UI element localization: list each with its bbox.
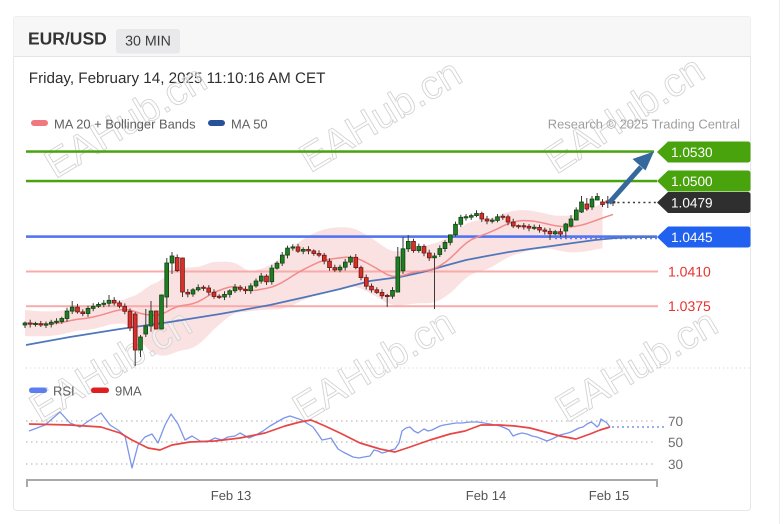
svg-text:Research © 2025 Trading Centra: Research © 2025 Trading Central [548,117,740,132]
svg-text:30 MIN: 30 MIN [125,34,171,50]
svg-text:Feb 15: Feb 15 [589,488,629,503]
svg-text:1.0445: 1.0445 [671,230,713,245]
svg-text:RSI: RSI [53,384,75,399]
svg-text:1.0500: 1.0500 [671,174,713,189]
svg-text:Feb 14: Feb 14 [466,488,506,503]
svg-text:1.0530: 1.0530 [671,145,713,160]
svg-text:Friday, February 14, 2025 11:1: Friday, February 14, 2025 11:10:16 AM CE… [29,70,326,87]
svg-text:70: 70 [668,414,683,429]
svg-text:1.0410: 1.0410 [668,264,711,280]
svg-text:9MA: 9MA [115,384,142,399]
svg-text:MA 20 + Bollinger Bands: MA 20 + Bollinger Bands [54,117,196,132]
svg-text:1.0479: 1.0479 [671,196,713,211]
svg-text:50: 50 [668,435,683,450]
svg-text:30: 30 [668,457,683,472]
svg-text:1.0375: 1.0375 [668,298,711,314]
svg-text:Feb 13: Feb 13 [211,488,251,503]
svg-text:EUR/USD: EUR/USD [28,29,107,49]
svg-text:MA 50: MA 50 [231,117,268,132]
